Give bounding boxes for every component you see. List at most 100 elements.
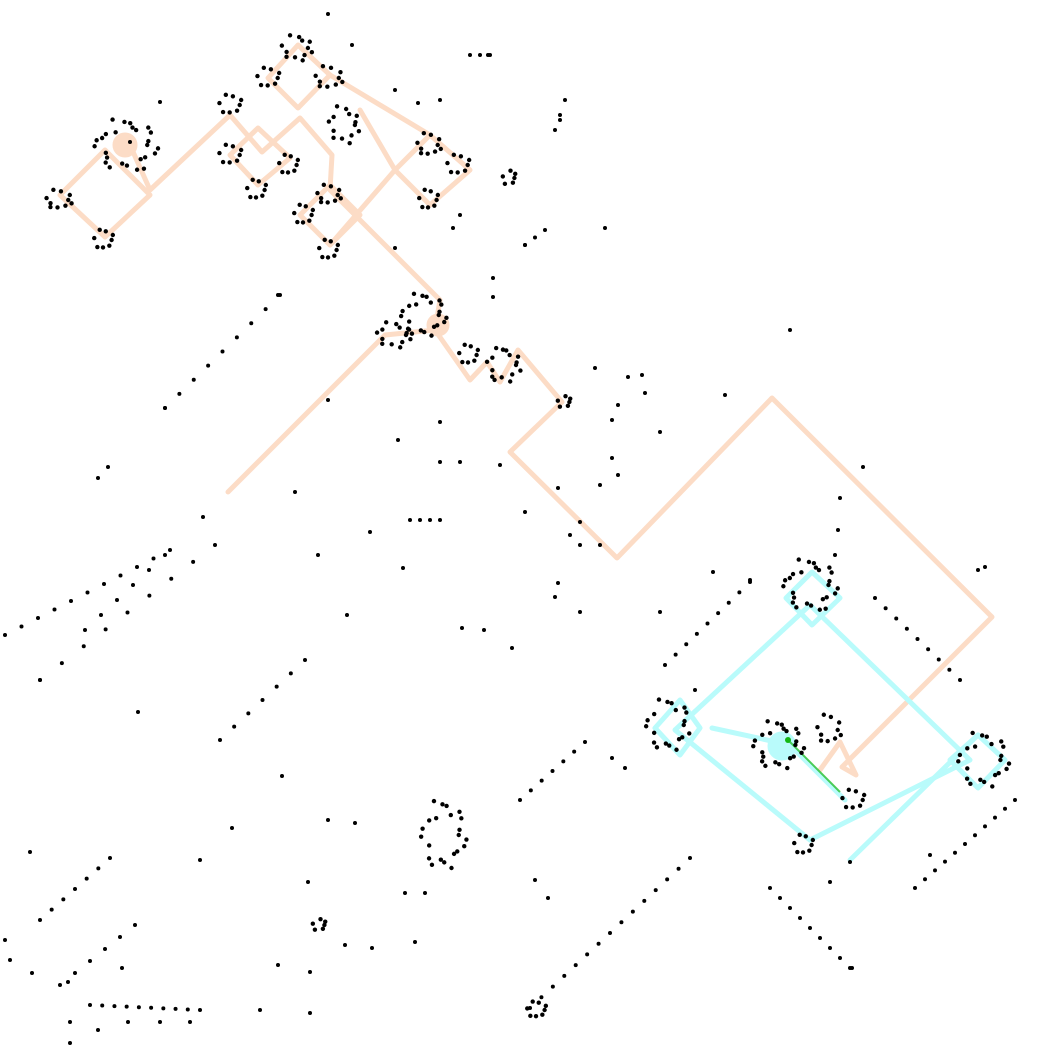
map-dot: [565, 403, 571, 408]
map-dot: [282, 152, 287, 158]
peach-link-2: [327, 107, 398, 248]
peach-link-1: [327, 72, 433, 138]
map-dot: [217, 150, 222, 156]
peach-diamond-5: [297, 182, 363, 248]
map-dot: [663, 741, 669, 746]
map-dot: [349, 133, 354, 138]
map-dot: [59, 661, 64, 666]
map-dot: [73, 971, 77, 975]
map-dot: [525, 1006, 530, 1011]
map-dot: [468, 344, 473, 349]
map-dot: [350, 43, 354, 47]
map-dot: [303, 204, 308, 209]
map-dot: [573, 963, 578, 968]
map-dot: [173, 1006, 178, 1011]
map-dot: [558, 118, 562, 122]
map-dot: [88, 1003, 92, 1007]
map-dot: [155, 146, 161, 151]
map-dot: [768, 886, 772, 890]
map-dot: [846, 787, 852, 793]
map-dot: [482, 628, 486, 632]
map-dot: [484, 359, 490, 365]
map-dot: [828, 880, 832, 884]
map-dot: [642, 898, 647, 903]
map-dot: [462, 844, 467, 849]
map-dot: [583, 740, 587, 744]
map-dot: [835, 727, 840, 733]
map-dot: [134, 167, 140, 172]
map-dot: [206, 363, 211, 368]
map-dot: [102, 582, 106, 586]
map-dot: [426, 843, 432, 848]
map-dot: [913, 886, 917, 890]
map-dot: [763, 763, 768, 769]
map-dot: [676, 866, 681, 871]
map-dot: [285, 170, 291, 175]
map-dot: [302, 52, 307, 58]
map-dot: [92, 144, 97, 149]
map-dot: [502, 181, 508, 187]
map-dot: [100, 1003, 105, 1008]
map-dot: [556, 581, 560, 585]
dot-field: [3, 12, 1017, 1045]
map-dot: [217, 100, 222, 106]
map-dot: [141, 166, 147, 171]
map-dot: [420, 293, 425, 298]
map-dot: [515, 354, 521, 359]
map-dot: [478, 53, 482, 57]
map-dot: [861, 465, 865, 469]
map-dot: [66, 197, 71, 203]
map-dot: [374, 330, 380, 335]
map-dot: [99, 613, 103, 617]
map-dot: [996, 770, 1001, 776]
map-dot: [645, 718, 650, 723]
map-dot: [936, 657, 941, 662]
map-dot: [674, 747, 679, 752]
map-dot: [491, 276, 495, 280]
map-dot: [653, 888, 658, 893]
map-dot: [73, 887, 77, 891]
map-dot: [435, 142, 440, 148]
map-dot: [435, 323, 440, 328]
map-dot: [310, 207, 316, 213]
map-dot: [820, 596, 826, 602]
map-dot: [533, 878, 537, 882]
green-marker[interactable]: [785, 737, 841, 793]
map-dot: [275, 75, 280, 81]
map-dot: [397, 325, 402, 330]
map-dot: [926, 647, 931, 652]
map-dot: [457, 827, 462, 833]
map-dot: [616, 473, 620, 477]
map-dot: [810, 837, 816, 843]
map-dot: [425, 205, 431, 210]
map-dot: [752, 738, 758, 743]
map-dot: [610, 456, 614, 460]
map-dot: [249, 321, 254, 326]
map-dot: [163, 553, 167, 557]
map-dot: [234, 158, 240, 163]
map-dot: [626, 375, 630, 379]
map-dot: [437, 309, 442, 314]
map-dot: [585, 952, 590, 957]
map-dot: [343, 943, 347, 947]
map-dot: [673, 652, 678, 657]
map-dot: [245, 185, 250, 191]
map-dot: [425, 151, 430, 156]
map-dot: [428, 132, 434, 138]
map-dot: [458, 460, 462, 464]
map-dot: [572, 749, 577, 754]
map-dot: [536, 1000, 541, 1005]
map-dot: [124, 163, 130, 168]
map-dot: [1004, 766, 1009, 772]
map-dot: [288, 154, 293, 159]
map-dot: [998, 757, 1003, 763]
map-dot: [510, 646, 514, 650]
map-dot: [332, 198, 338, 203]
map-dot: [393, 246, 397, 250]
map-dot: [288, 671, 293, 676]
map-dot: [334, 247, 339, 253]
map-dot: [651, 740, 657, 745]
map-dot: [258, 82, 264, 88]
